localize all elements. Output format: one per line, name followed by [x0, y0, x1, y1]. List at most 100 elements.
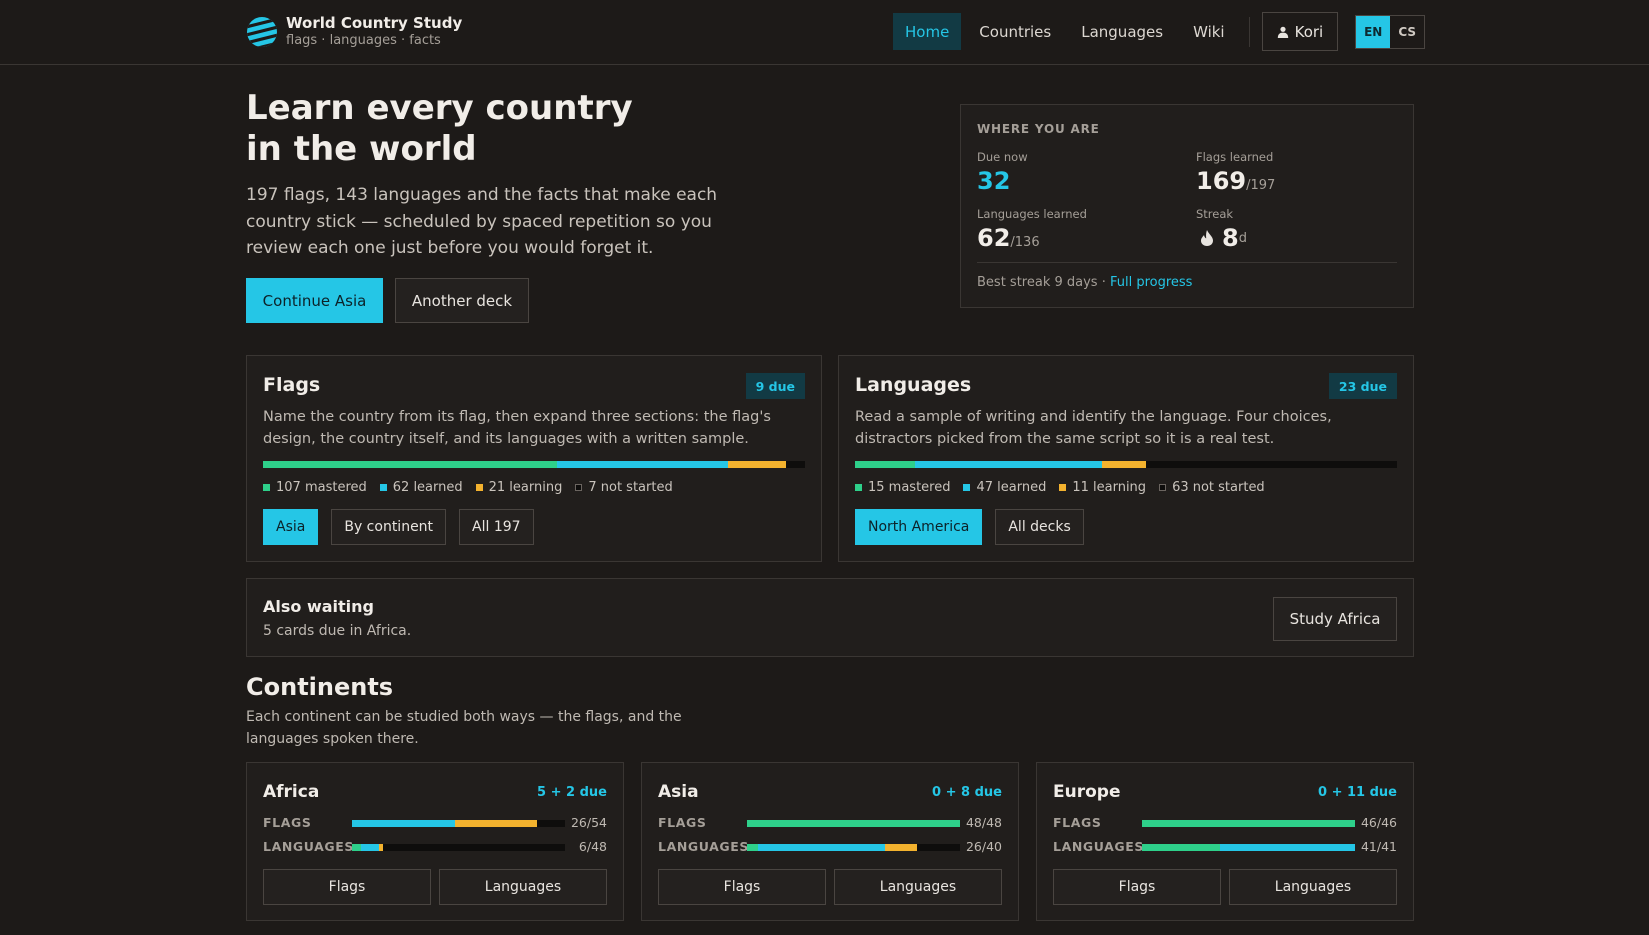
chip-asia[interactable]: Asia: [263, 509, 319, 545]
learning-segment: [454, 820, 538, 827]
mastered-segment: [1142, 844, 1220, 851]
languages-panel-description: Read a sample of writing and identify th…: [855, 409, 1332, 447]
flags-row: FLAGS 48/48: [658, 815, 1002, 831]
mastered-segment: [1142, 820, 1355, 827]
learned-swatch: [379, 484, 387, 491]
streak-unit: d: [1238, 230, 1247, 246]
learning-swatch: [1059, 484, 1067, 491]
languages-learned-stat: Languages learned 62/136: [977, 207, 1087, 252]
languages-row: LANGUAGES 41/41: [1053, 839, 1397, 855]
flags-row: FLAGS 26/54: [263, 815, 607, 831]
hero-description: 197 flags, 143 languages and the facts t…: [246, 185, 718, 258]
legend-not-started: 7 not started: [575, 480, 673, 495]
flags-row-label: FLAGS: [658, 815, 707, 830]
languages-row-label: LANGUAGES: [1053, 839, 1145, 854]
languages-learned-label: Languages learned: [977, 207, 1087, 221]
learning-swatch: [475, 484, 483, 491]
lang-en-button[interactable]: EN: [1356, 15, 1391, 48]
another-deck-button[interactable]: Another deck: [395, 278, 529, 323]
learning-segment: [885, 844, 918, 851]
languages-deck-chips: North America All decks: [855, 509, 1097, 545]
legend-mastered: 15 mastered: [855, 480, 950, 495]
flags-row-bar: [1142, 820, 1355, 827]
mastered-swatch: [855, 484, 862, 491]
continent-buttons: Flags Languages: [1053, 869, 1397, 905]
flags-progress-bar: [263, 461, 805, 468]
continent-due: 5 + 2 due: [537, 785, 607, 800]
flags-learning-segment: [727, 461, 786, 468]
flags-learned-stat: Flags learned 169/197: [1196, 150, 1275, 195]
study-flags-button[interactable]: Flags: [263, 869, 431, 905]
chip-all-decks[interactable]: All decks: [995, 509, 1084, 545]
flags-row-count: 26/54: [570, 815, 607, 830]
hero-title: Learn every country in the world: [246, 88, 633, 169]
languages-learned-segment: [914, 461, 1103, 468]
flame-icon: [1201, 230, 1213, 246]
due-now-stat: Due now 32: [977, 150, 1028, 195]
learned-swatch: [963, 484, 971, 491]
study-languages-button[interactable]: Languages: [1229, 869, 1397, 905]
continents-title: Continents: [246, 673, 394, 701]
person-icon: [1277, 26, 1288, 38]
languages-row-bar: [352, 844, 565, 851]
languages-row-count: 6/48: [578, 839, 607, 854]
continent-buttons: Flags Languages: [658, 869, 1002, 905]
continue-asia-button[interactable]: Continue Asia: [246, 278, 383, 323]
flags-row-count: 48/48: [965, 815, 1002, 830]
chip-by-continent[interactable]: By continent: [331, 509, 447, 545]
continent-name: Africa: [263, 782, 320, 802]
top-bar: World Country Study flags · languages · …: [0, 0, 1649, 65]
nav-home[interactable]: Home: [893, 13, 962, 50]
learned-segment: [360, 844, 379, 851]
lang-cs-button[interactable]: CS: [1398, 24, 1417, 39]
continent-name: Europe: [1053, 782, 1121, 802]
flags-row: FLAGS 46/46: [1053, 815, 1397, 831]
languages-panel: Languages 23 due Read a sample of writin…: [838, 355, 1414, 562]
flags-deck-chips: Asia By continent All 197: [263, 509, 547, 545]
best-streak-text: Best streak 9 days ·: [977, 275, 1110, 290]
flags-learned-total: /197: [1246, 178, 1276, 193]
continent-name: Asia: [658, 782, 699, 802]
mastered-swatch: [263, 484, 270, 491]
continent-card-europe: Europe 0 + 11 due FLAGS 46/46 LANGUAGES …: [1036, 762, 1414, 921]
languages-row-bar: [747, 844, 960, 851]
divider: [977, 262, 1397, 263]
chip-north-america[interactable]: North America: [855, 509, 983, 545]
chip-all-197[interactable]: All 197: [459, 509, 534, 545]
streak-value: 8: [1222, 224, 1239, 252]
nav-wiki[interactable]: Wiki: [1193, 22, 1225, 41]
mastered-segment: [352, 844, 361, 851]
languages-learned-total: /136: [1010, 235, 1040, 250]
study-flags-button[interactable]: Flags: [1053, 869, 1221, 905]
continent-card-africa: Africa 5 + 2 due FLAGS 26/54 LANGUAGES 6…: [246, 762, 624, 921]
languages-progress-bar: [855, 461, 1397, 468]
brand-title: World Country Study: [286, 14, 463, 32]
languages-row-label: LANGUAGES: [658, 839, 750, 854]
full-progress-link[interactable]: Full progress: [1109, 275, 1193, 290]
user-menu-button[interactable]: Kori: [1261, 12, 1339, 51]
study-languages-button[interactable]: Languages: [834, 869, 1002, 905]
continents-description: Each continent can be studied both ways …: [246, 709, 682, 747]
languages-row-count: 26/40: [965, 839, 1002, 854]
flags-panel: Flags 9 due Name the country from its fl…: [246, 355, 822, 562]
languages-learned-value: 62: [977, 224, 1011, 252]
also-waiting-card: Also waiting 5 cards due in Africa. Stud…: [246, 578, 1414, 657]
languages-panel-title: Languages: [855, 374, 972, 396]
study-flags-button[interactable]: Flags: [658, 869, 826, 905]
nav-countries[interactable]: Countries: [979, 22, 1052, 41]
flags-learned-segment: [557, 461, 728, 468]
languages-row-count: 41/41: [1360, 839, 1397, 854]
study-africa-button[interactable]: Study Africa: [1273, 597, 1397, 641]
flags-row-bar: [747, 820, 960, 827]
learned-segment: [757, 844, 886, 851]
learned-segment: [352, 820, 455, 827]
due-now-label: Due now: [977, 150, 1028, 164]
study-languages-button[interactable]: Languages: [439, 869, 607, 905]
also-waiting-subtitle: 5 cards due in Africa.: [263, 623, 412, 639]
nav-languages[interactable]: Languages: [1081, 22, 1164, 41]
nav-divider: [1248, 16, 1250, 47]
streak-label: Streak: [1196, 207, 1234, 221]
not-started-swatch: [575, 484, 583, 491]
brand[interactable]: World Country Study flags · languages · …: [246, 14, 462, 50]
due-now-value: 32: [977, 167, 1011, 195]
